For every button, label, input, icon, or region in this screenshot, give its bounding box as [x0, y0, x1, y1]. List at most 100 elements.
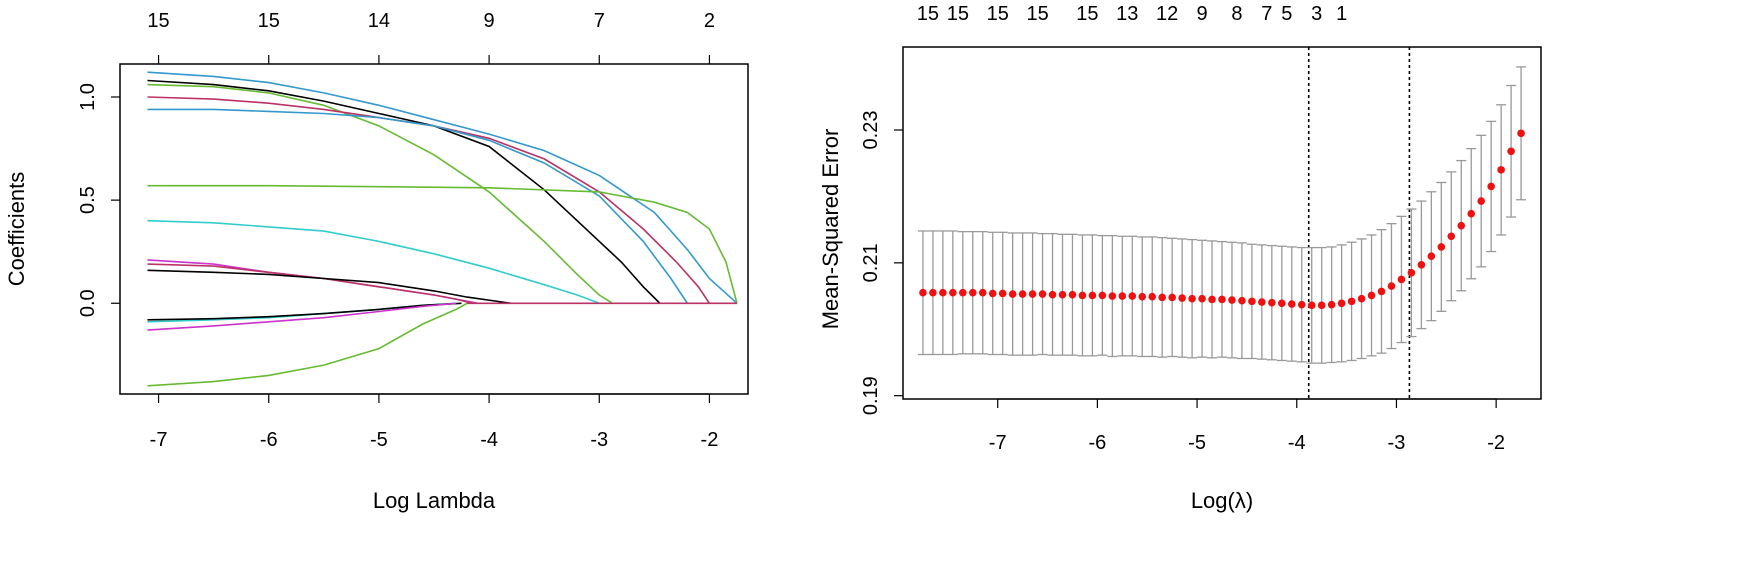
right-x-tick-label: -5 [1188, 432, 1206, 454]
left-top-tick-label: 7 [594, 10, 605, 32]
coefficient-path-5 [147, 108, 689, 304]
mse-point [1098, 291, 1107, 300]
mse-point [1228, 296, 1236, 304]
mse-point [1407, 269, 1416, 277]
mse-point [1387, 282, 1396, 290]
right-top-tick-label: 3 [1311, 3, 1322, 25]
mse-point [1218, 295, 1226, 304]
right-y-axis: 0.19 0.21 0.23 [860, 111, 903, 415]
right-x-tick-label: -3 [1388, 432, 1406, 454]
right-x-tick-label: -2 [1487, 432, 1505, 454]
right-top-tick-label: 12 [1156, 3, 1178, 25]
left-y-tick-label: 0.5 [77, 186, 99, 214]
right-x-axis: -7 -6 -5 -4 -3 -2 [989, 398, 1505, 454]
right-y-tick-label: 0.19 [860, 376, 882, 415]
mse-point [1248, 297, 1256, 306]
mse-point [1138, 292, 1147, 301]
left-y-tick-label: 1.0 [77, 83, 99, 111]
mse-point [1028, 290, 1037, 298]
right-y-tick-label: 0.23 [860, 111, 882, 150]
mse-point [1447, 232, 1456, 241]
mse-point [1427, 252, 1436, 261]
coefficient-path-9 [147, 263, 473, 305]
mse-point [1297, 300, 1306, 309]
coefficient-path-lines [147, 71, 738, 387]
mse-error-bars [917, 66, 1527, 364]
left-top-tick-label: 15 [258, 10, 280, 32]
mse-point [968, 288, 977, 297]
mse-point [1258, 298, 1266, 306]
left-x-tick-label: -5 [370, 429, 388, 451]
mse-point [1337, 299, 1346, 308]
left-x-tick-label: -7 [150, 429, 168, 451]
mse-point [1287, 300, 1296, 308]
coefficient-path-2 [147, 79, 661, 304]
left-x-axis: -7 -6 -5 -4 -3 -2 [150, 393, 719, 451]
mse-point [1018, 290, 1027, 298]
mse-point [949, 288, 957, 297]
left-top-tick-label: 14 [368, 10, 390, 32]
coefficient-path-6 [147, 184, 738, 304]
mse-point [1208, 295, 1216, 304]
right-top-tick-label: 1 [1336, 3, 1347, 25]
mse-point [1168, 293, 1176, 302]
mse-point [1357, 294, 1366, 303]
left-top-tick-label: 9 [484, 10, 495, 32]
mse-point [1317, 301, 1326, 310]
mse-point [1278, 299, 1286, 308]
right-x-axis-title: Log(λ) [1191, 488, 1253, 513]
coefficient-path-panel: -7 -6 -5 -4 -3 -2 0.0 0.5 1.0 15 15 14 9 7 2 Log Lam… [4, 10, 749, 513]
mse-point [1477, 197, 1485, 205]
mse-point [1457, 221, 1466, 230]
coefficient-path-7 [147, 219, 600, 305]
mse-point [988, 289, 997, 298]
mse-point [1008, 290, 1017, 298]
mse-point [1467, 209, 1476, 218]
right-top-tick-label: 15 [917, 3, 939, 25]
mse-point [1497, 166, 1505, 174]
mse-point [1507, 147, 1515, 156]
coefficient-path-10 [147, 269, 512, 305]
mse-point [1038, 290, 1047, 298]
left-top-tick-label: 15 [147, 10, 169, 32]
left-y-axis: 0.0 0.5 1.0 [77, 83, 120, 317]
coefficient-path-8 [147, 259, 479, 305]
mse-point [929, 288, 937, 297]
mse-point [1158, 293, 1166, 302]
mse-points [919, 129, 1525, 310]
mse-point [1517, 129, 1525, 138]
coefficient-path-13 [147, 302, 457, 331]
coefficient-path-3 [147, 83, 613, 304]
coefficient-path-12 [147, 302, 462, 321]
left-y-tick-label: 0.0 [77, 289, 99, 317]
right-top-tick-label: 15 [1076, 3, 1098, 25]
left-plot-frame [119, 63, 749, 395]
mse-point [1088, 291, 1097, 300]
mse-point [1118, 292, 1127, 300]
mse-point [939, 288, 947, 297]
mse-point [1078, 291, 1087, 300]
coefficient-path-4 [147, 96, 711, 304]
right-top-tick-label: 15 [947, 3, 969, 25]
mse-point [1417, 261, 1426, 269]
mse-point [1108, 292, 1117, 300]
left-x-axis-title: Log Lambda [373, 488, 496, 513]
left-x-tick-label: -2 [701, 429, 719, 451]
mse-point [1327, 300, 1336, 309]
mse-point [1178, 294, 1186, 302]
mse-point [1437, 243, 1446, 251]
mse-point [1377, 287, 1386, 296]
right-top-tick-label: 9 [1197, 3, 1208, 25]
mse-point [1188, 294, 1196, 303]
right-x-tick-label: -6 [1088, 432, 1106, 454]
right-top-tick-label: 15 [1026, 3, 1048, 25]
left-top-axis: 15 15 14 9 7 2 [147, 10, 715, 64]
left-top-tick-label: 2 [704, 10, 715, 32]
left-x-tick-label: -6 [260, 429, 278, 451]
mse-point [1347, 297, 1356, 306]
left-x-tick-label: -3 [590, 429, 608, 451]
right-y-tick-label: 0.21 [860, 243, 882, 282]
right-x-tick-label: -7 [989, 432, 1007, 454]
right-y-axis-title: Mean-Squared Error [818, 129, 843, 330]
